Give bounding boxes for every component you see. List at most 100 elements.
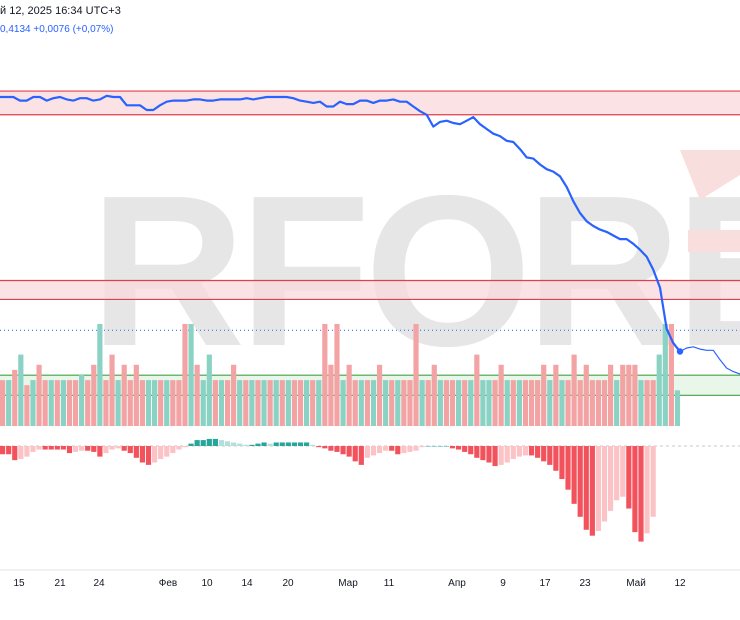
volume-bar [72,380,79,426]
volume-bar [383,380,389,426]
volume-bar [194,364,200,426]
volume-bar [237,380,243,426]
histogram-bar [316,446,322,448]
histogram-bar [158,446,164,459]
volume-bar [91,364,97,426]
volume-bar [279,380,285,426]
histogram-bar [565,446,571,490]
x-tick-label: 9 [500,578,506,589]
histogram-bar [200,440,206,446]
histogram-bar [510,446,516,459]
volume-bar [18,354,24,426]
histogram-bar [328,446,334,451]
volume-bar [589,380,595,426]
volume-bar [121,364,127,426]
histogram-bar [535,446,541,458]
last-price-marker [676,348,684,355]
volume-bar [389,380,395,426]
volume-bar [0,380,6,426]
histogram-bar [389,446,395,451]
volume-bar [334,324,340,426]
volume-bar [601,380,608,426]
histogram-bar [601,446,608,522]
histogram-bar [383,446,389,451]
histogram-bar [133,446,139,458]
chart-datetime: й 12, 2025 16:34 UTC+3 [0,5,121,17]
volume-bar [340,380,346,426]
histogram-bar [449,446,456,449]
volume-bar [85,380,91,426]
rforex-logo-icon [680,150,740,200]
histogram-bar [370,446,377,456]
upper-resistance-zone [0,91,740,115]
volume-bar [310,380,316,426]
histogram-bar [437,446,443,447]
volume-bar [504,380,510,426]
volume-bar [158,380,164,426]
volume-bar [401,380,407,426]
volume-bar [437,380,443,426]
histogram-bar [60,446,66,450]
histogram-bar [632,446,638,533]
histogram-bar [24,446,30,457]
volume-bar [6,380,12,426]
x-tick-label: 21 [54,578,66,589]
volume-bar [425,380,431,426]
volume-bar [231,364,237,426]
histogram-bar [182,446,188,448]
x-tick-label: 11 [384,578,395,589]
volume-bar [261,380,267,426]
volume-bar [48,380,54,426]
histogram-bar [595,446,602,531]
histogram-bar [577,446,583,517]
volume-bars [0,324,681,426]
volume-bar [449,380,456,426]
histogram-bar [231,442,237,446]
volume-bar [322,324,328,426]
histogram-bar [145,446,152,465]
histogram-bar [0,446,6,455]
histogram-bar [164,446,170,457]
histogram-bar [72,446,79,452]
volume-bar [255,380,261,426]
volume-bar [674,390,681,426]
volume-bar [644,380,650,426]
x-tick-label: Апр [448,578,466,589]
histogram-bar [553,446,559,471]
price-readout: 0,4134 +0,0076 (+0,07%) [0,24,114,35]
volume-bar [224,380,231,426]
volume-bar [510,380,516,426]
volume-bar [200,380,206,426]
x-tick-label: Фев [159,578,177,589]
histogram-bar [480,446,486,461]
x-tick-label: 12 [674,578,686,589]
histogram-bar [115,446,121,449]
histogram-bar [528,446,535,456]
volume-bar [522,380,529,426]
volume-bar [620,364,626,426]
volume-bar [577,380,583,426]
rforex-logo-bar [688,230,740,252]
histogram-bar [358,446,364,465]
histogram-bar [492,446,498,467]
volume-bar [370,380,377,426]
histogram-bar [583,446,589,530]
volume-bar [559,380,565,426]
histogram-bar [255,443,261,446]
volume-bar [249,380,255,426]
volume-bar [541,364,547,426]
volume-bar [127,380,133,426]
histogram-bar [486,446,492,463]
volume-bar [291,380,298,426]
histogram-bar [364,446,370,458]
histogram-bar [79,446,85,451]
volume-bar [30,380,36,426]
histogram-bar [18,446,24,459]
volume-bar [109,354,115,426]
histogram-bar [608,446,614,511]
volume-bar [346,364,352,426]
volume-bar [212,380,218,426]
volume-bar [492,380,498,426]
volume-bar [486,380,492,426]
